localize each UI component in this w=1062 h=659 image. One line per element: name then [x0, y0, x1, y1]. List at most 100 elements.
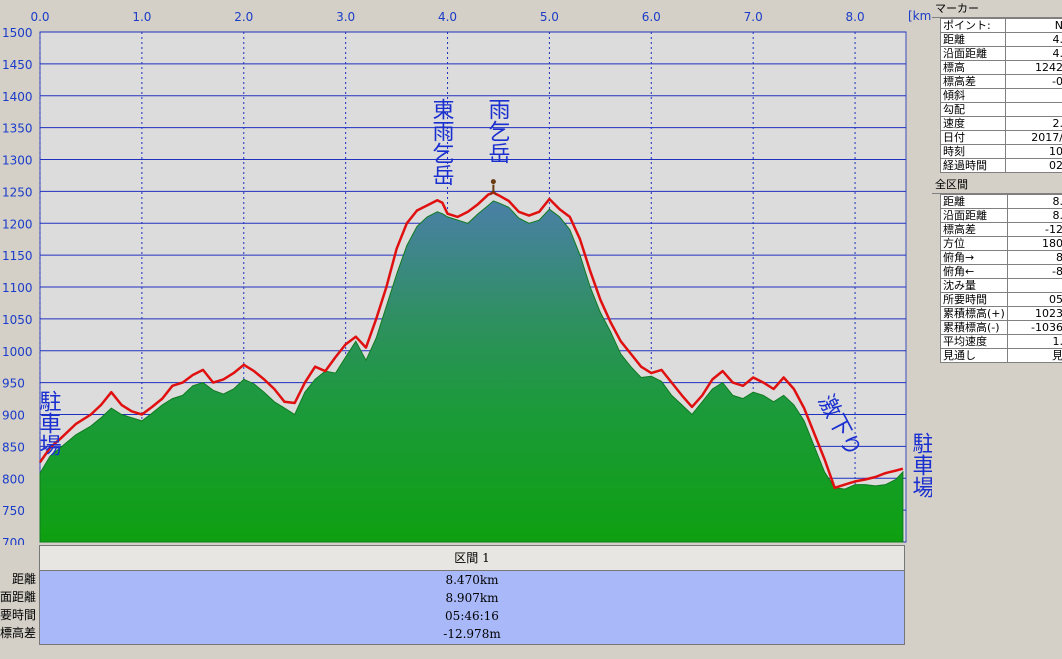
- section-body: 8.470km 8.907km 05:46:16 -12.978m: [39, 571, 905, 645]
- info-value: 8.: [1006, 194, 1062, 209]
- info-row: 平均速度 1.: [940, 334, 1062, 349]
- elevation-profile-chart: 700 750 800 850 900 950 1000 1050 1100 1150 1200 12…: [2, 9, 933, 545]
- info-value: 1023: [1006, 306, 1062, 321]
- info-key: 見通し: [940, 348, 1008, 363]
- x-tick-label: 4.0: [438, 10, 457, 24]
- y-tick-label: 1300: [2, 154, 33, 168]
- section-table: 区間 1 8.470km 8.907km 05:46:16 -12.978m: [39, 545, 905, 645]
- info-row: 方位 180: [940, 236, 1062, 251]
- info-key: 沿面距離: [940, 46, 1006, 61]
- y-tick-label: 1150: [2, 249, 33, 263]
- info-row: 速度 2.: [940, 116, 1062, 131]
- info-value: -12: [1006, 222, 1062, 237]
- y-tick-label: 1050: [2, 313, 33, 327]
- info-key: 勾配: [940, 102, 1006, 117]
- terrain-area: [39, 200, 904, 543]
- info-row: 標高差 -0: [940, 74, 1062, 89]
- info-key: 標高: [940, 60, 1006, 75]
- annotation-parking-start: 駐車場: [36, 390, 62, 456]
- info-key: 距離: [940, 194, 1008, 209]
- info-key: 沈み量: [940, 278, 1008, 293]
- info-value: 2.: [1005, 116, 1062, 131]
- info-row: 所要時間 05: [940, 292, 1062, 307]
- info-value: 4.: [1005, 46, 1062, 61]
- section-value-duration: 05:46:16: [445, 609, 499, 623]
- total-panel-title: 全区間: [932, 176, 1062, 194]
- info-value: 8.: [1006, 208, 1062, 223]
- track-line: [38, 191, 904, 490]
- section-label: 標高差: [0, 626, 36, 640]
- x-tick-label: 3.0: [336, 10, 355, 24]
- info-side-panel: マーカー ポイント:N距離4.沿面距離4.標高1242標高差-0傾斜勾配速度2.…: [932, 0, 1062, 659]
- info-value: 05: [1006, 292, 1062, 307]
- info-value: 4.: [1005, 32, 1062, 47]
- info-row: 累積標高(-) -1036: [940, 320, 1062, 335]
- info-value: 8: [1006, 250, 1062, 265]
- y-tick-label: 700: [2, 536, 25, 545]
- info-row: 俯角→8: [940, 250, 1062, 265]
- info-key: 俯角←: [940, 264, 1008, 279]
- info-key: 時刻: [940, 144, 1006, 159]
- info-row: 沿面距離 4.: [940, 46, 1062, 61]
- info-key: 標高差: [940, 74, 1006, 89]
- section-row-labels: 距離 沿面距離 所要時間 標高差: [0, 570, 36, 642]
- info-key: 沿面距離: [940, 208, 1008, 223]
- section-value-distance: 8.470km: [445, 573, 499, 587]
- info-row: 時刻 10: [940, 144, 1062, 159]
- x-tick-label: 2.0: [234, 10, 253, 24]
- info-key: ポイント:: [940, 18, 1006, 33]
- y-tick-label: 1000: [2, 345, 33, 359]
- section-value-surface-distance: 8.907km: [445, 591, 499, 605]
- info-row: 勾配: [940, 102, 1062, 117]
- info-row: ポイント:N: [940, 18, 1062, 33]
- info-key: 標高差: [940, 222, 1008, 237]
- info-value: 2017/: [1005, 130, 1062, 145]
- info-key: 経過時間: [940, 158, 1006, 173]
- info-value: [1005, 88, 1062, 103]
- y-tick-label: 1200: [2, 217, 33, 231]
- info-value: 1242: [1005, 60, 1062, 75]
- x-tick-label: 5.0: [540, 10, 559, 24]
- marker-panel-title: マーカー: [932, 0, 1062, 18]
- info-value: 10: [1005, 144, 1062, 159]
- section-label: 沿面距離: [0, 590, 36, 604]
- annotation-higashi-amagoi: 東雨乞岳: [429, 98, 455, 186]
- info-row: 沈み量: [940, 278, 1062, 293]
- y-tick-label: 1400: [2, 90, 33, 104]
- x-unit-label: [km]: [908, 9, 932, 23]
- info-row: 傾斜: [940, 88, 1062, 103]
- x-tick-label: 8.0: [846, 10, 865, 24]
- x-tick-label: 6.0: [642, 10, 661, 24]
- annotation-parking-end: 駐車場: [909, 432, 933, 498]
- x-tick-label: 0.0: [30, 10, 49, 24]
- section-header[interactable]: 区間 1: [39, 545, 905, 571]
- info-value: -0: [1005, 74, 1062, 89]
- info-row: 経過時間 02: [940, 158, 1062, 173]
- section-label: 距離: [11, 572, 36, 586]
- info-key: 速度: [940, 116, 1006, 131]
- info-row: 俯角← -8: [940, 264, 1062, 279]
- info-value: [1006, 278, 1062, 293]
- info-value: -8: [1006, 264, 1062, 279]
- y-tick-label: 1450: [2, 58, 33, 72]
- y-tick-label: 1100: [2, 281, 33, 295]
- info-key: 累積標高(-): [940, 320, 1008, 335]
- info-key: 俯角→: [940, 250, 1008, 265]
- info-value: 180: [1006, 236, 1062, 251]
- marker-table: ポイント:N距離4.沿面距離4.標高1242標高差-0傾斜勾配速度2.日付201…: [940, 18, 1062, 173]
- y-tick-label: 950: [2, 377, 25, 391]
- info-key: 距離: [940, 32, 1006, 47]
- annotation-amagoi: 雨乞岳: [485, 98, 511, 164]
- info-value: -1036: [1006, 320, 1062, 335]
- x-tick-label: 1.0: [132, 10, 151, 24]
- section-label: 所要時間: [0, 608, 36, 622]
- info-row: 標高差 -12: [940, 222, 1062, 237]
- y-tick-label: 850: [2, 440, 25, 454]
- info-value: 1.: [1006, 334, 1062, 349]
- info-row: 沿面距離 8.: [940, 208, 1062, 223]
- y-tick-label: 800: [2, 472, 25, 486]
- info-value: [1005, 102, 1062, 117]
- total-table: 距離8.沿面距離8.標高差-12方位180俯角→8俯角←-8沈み量所要時間05累…: [940, 194, 1062, 363]
- y-tick-label: 1500: [2, 26, 33, 40]
- y-tick-label: 1250: [2, 185, 33, 199]
